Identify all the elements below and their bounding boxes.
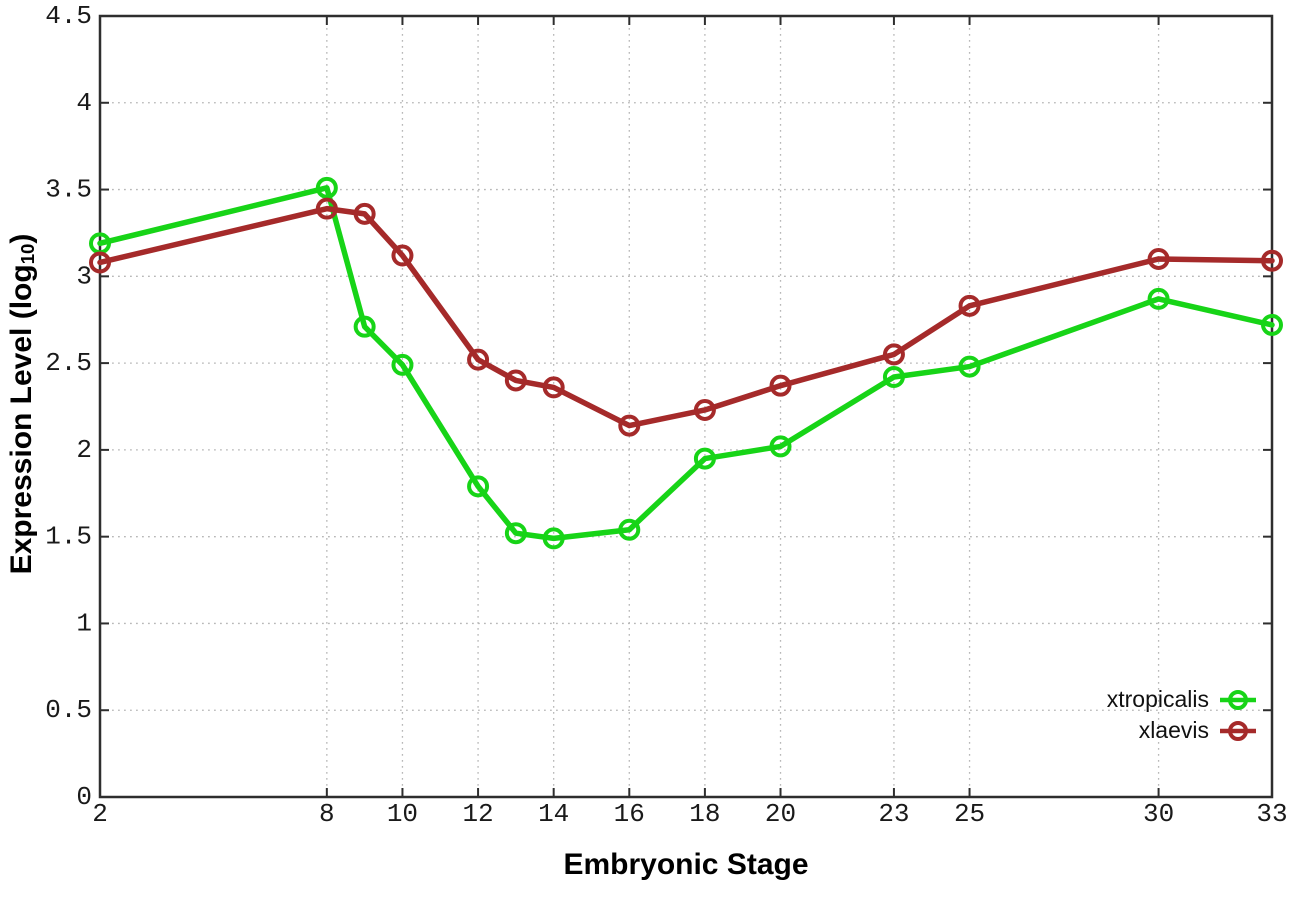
y-tick-label: 0 xyxy=(76,782,92,812)
x-tick-label: 14 xyxy=(538,799,569,829)
y-tick-label: 3.5 xyxy=(45,175,92,205)
y-tick-label: 1.5 xyxy=(45,522,92,552)
legend-item-xlaevis: xlaevis xyxy=(1107,715,1258,746)
axis-ticks xyxy=(99,15,1273,798)
line-marker-icon xyxy=(1220,720,1256,741)
line-marker-icon xyxy=(1220,689,1256,710)
x-tick-label: 8 xyxy=(319,799,335,829)
series-xlaevis-markers xyxy=(89,197,1283,437)
series-xtropicalis xyxy=(89,176,1283,550)
x-tick-label: 23 xyxy=(878,799,909,829)
grid-layer xyxy=(99,15,1273,798)
y-axis-title: Expression Level (log10) xyxy=(5,234,39,575)
x-tick-label: 16 xyxy=(614,799,645,829)
x-tick-label: 2 xyxy=(92,799,108,829)
x-tick-labels: 2 8 10 12 14 16 18 20 23 25 30 33 xyxy=(92,799,1287,829)
legend-label: xtropicalis xyxy=(1106,686,1209,712)
x-tick-label: 20 xyxy=(765,799,796,829)
y-axis-title-subscript: 10 xyxy=(17,243,39,265)
y-tick-labels: 0 0.5 1 1.5 2 2.5 3 3.5 4 4.5 xyxy=(45,1,92,812)
x-tick-label: 12 xyxy=(462,799,493,829)
series-xlaevis-line xyxy=(97,205,1275,429)
series-xtropicalis-markers xyxy=(89,176,1283,550)
x-tick-label: 30 xyxy=(1143,799,1174,829)
y-tick-label: 4.5 xyxy=(45,1,92,31)
legend-label: xlaevis xyxy=(1138,717,1209,743)
y-tick-label: 2.5 xyxy=(45,348,92,378)
legend: xtropicalis xlaevis xyxy=(1107,684,1258,746)
y-tick-label: 4 xyxy=(76,88,92,118)
y-tick-label: 2 xyxy=(76,435,92,465)
x-axis-title: Embryonic Stage xyxy=(563,848,809,881)
x-tick-label: 25 xyxy=(954,799,985,829)
y-tick-label: 1 xyxy=(76,608,92,638)
x-tick-label: 18 xyxy=(689,799,720,829)
y-tick-label: 0.5 xyxy=(45,695,92,725)
legend-item-xtropicalis: xtropicalis xyxy=(1107,684,1258,715)
x-tick-label: 33 xyxy=(1256,799,1287,829)
y-axis-title-text: Expression Level (log xyxy=(5,264,38,575)
plot-border xyxy=(98,14,1274,799)
y-tick-label: 3 xyxy=(76,261,92,291)
y-axis-title-suffix: ) xyxy=(5,233,38,244)
x-tick-label: 10 xyxy=(387,799,418,829)
series-xlaevis xyxy=(89,197,1283,437)
